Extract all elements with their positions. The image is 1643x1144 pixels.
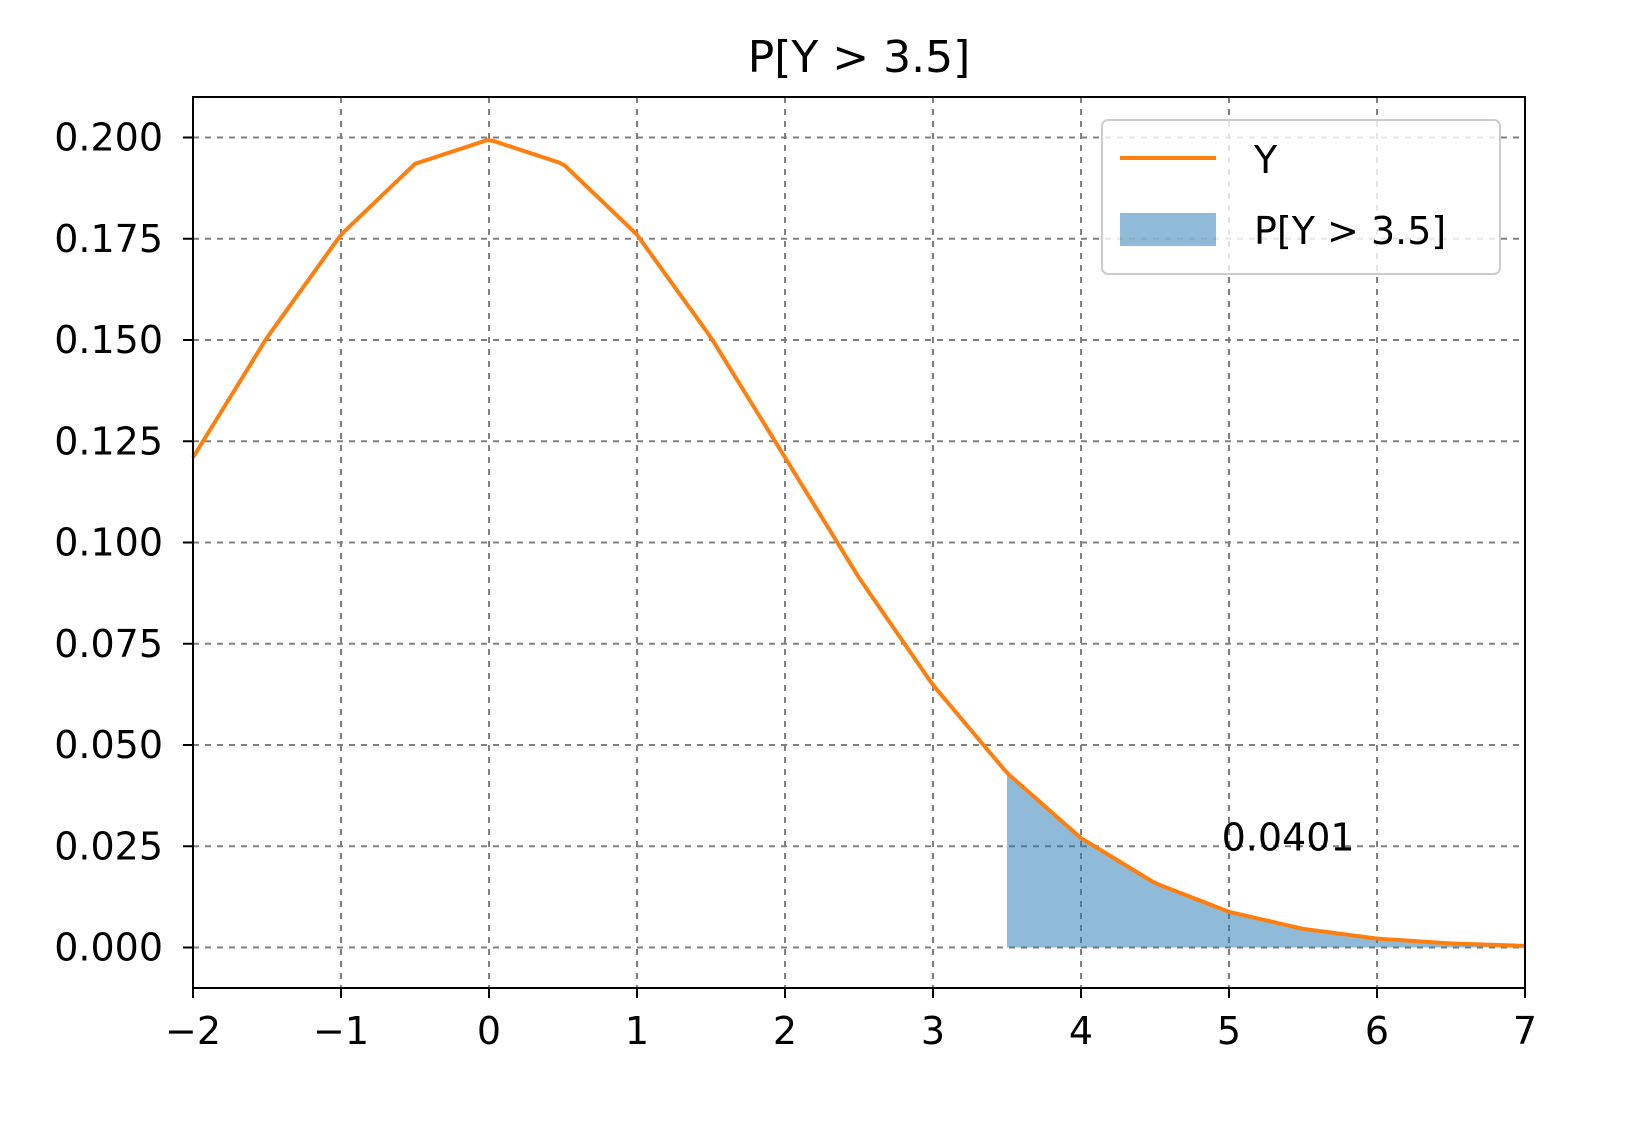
legend-area-swatch (1120, 213, 1216, 246)
x-tick-label: −1 (313, 1009, 369, 1053)
y-tick-label: 0.075 (54, 622, 163, 666)
tail-area (1007, 772, 1525, 948)
chart-title: P[Y > 3.5] (748, 32, 971, 83)
legend: Y P[Y > 3.5] (1101, 119, 1501, 275)
area-annotation: 0.0401 (1222, 815, 1355, 859)
x-axis-ticks: −2 −1 0 1 2 3 4 5 6 7 (165, 988, 1537, 1053)
x-tick-label: 5 (1217, 1009, 1241, 1053)
density-line-layer (191, 138, 1526, 948)
y-tick-label: 0.125 (54, 419, 163, 463)
y-tick-label: 0.175 (54, 217, 163, 261)
legend-label-tail: P[Y > 3.5] (1254, 209, 1446, 253)
legend-label-y: Y (1253, 138, 1278, 182)
y-tick-label: 0.200 (54, 116, 163, 160)
x-tick-label: 6 (1365, 1009, 1389, 1053)
x-tick-label: −2 (165, 1009, 221, 1053)
y-tick-label: 0.100 (54, 521, 163, 565)
tail-area-layer (1007, 772, 1525, 948)
x-tick-label: 1 (625, 1009, 649, 1053)
x-tick-label: 7 (1513, 1009, 1537, 1053)
x-tick-label: 0 (477, 1009, 501, 1053)
y-tick-label: 0.000 (54, 926, 163, 970)
y-axis-ticks: 0.000 0.025 0.050 0.075 0.100 0.125 0.150 0.175… (54, 116, 193, 970)
x-tick-label: 2 (773, 1009, 797, 1053)
density-line (191, 138, 1526, 948)
y-tick-label: 0.025 (54, 824, 163, 868)
x-tick-label: 4 (1069, 1009, 1093, 1053)
x-tick-label: 3 (921, 1009, 945, 1053)
y-tick-label: 0.150 (54, 318, 163, 362)
y-tick-label: 0.050 (54, 723, 163, 767)
